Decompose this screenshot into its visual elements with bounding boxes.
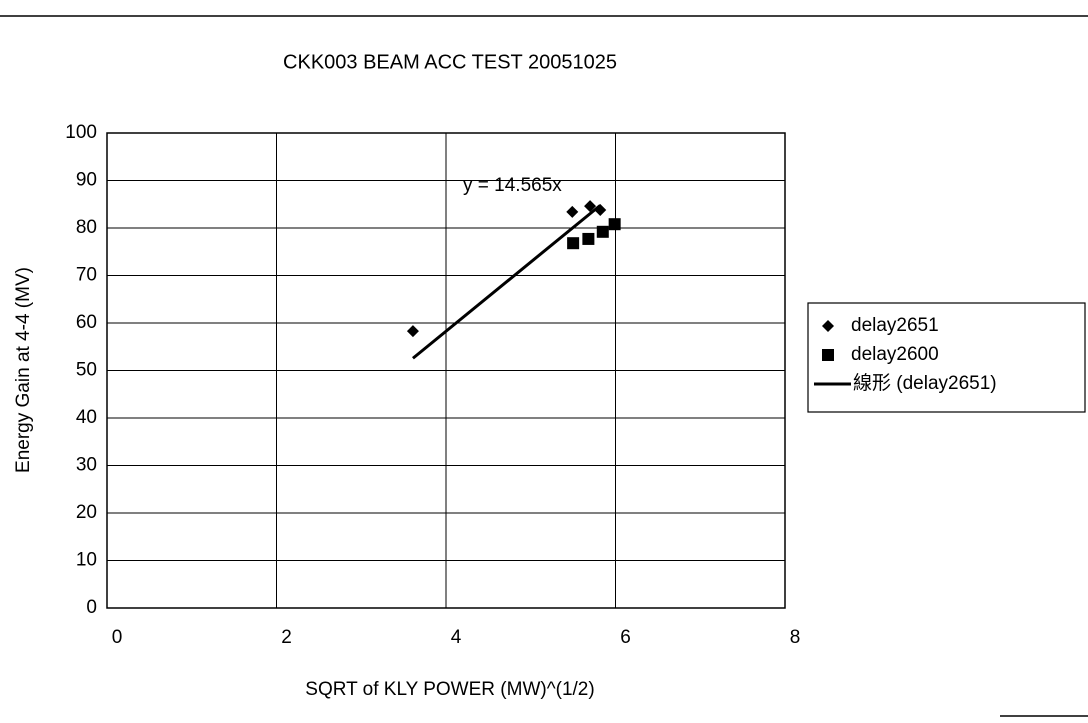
chart-title: CKK003 BEAM ACC TEST 20051025 — [283, 51, 617, 73]
x-tick-label: 4 — [451, 627, 462, 648]
y-tick-label: 90 — [76, 170, 97, 191]
trendline — [411, 204, 602, 360]
point — [582, 232, 595, 245]
point — [596, 225, 609, 238]
point — [584, 200, 597, 213]
y-tick-label: 30 — [76, 455, 97, 476]
legend-marker — [822, 349, 834, 361]
legend-box — [807, 302, 1086, 413]
plot-frame — [106, 132, 786, 609]
legend-label: 線形 (delay2651) — [853, 372, 997, 394]
y-tick-label: 0 — [86, 597, 97, 618]
point — [608, 218, 621, 231]
x-tick-label: 0 — [112, 627, 123, 648]
legend-label: delay2651 — [851, 315, 939, 336]
y-tick-label: 60 — [76, 312, 97, 333]
y-axis-label: Energy Gain at 4-4 (MV) — [13, 267, 34, 473]
y-tick-label: 100 — [65, 122, 97, 143]
y-tick-label: 50 — [76, 360, 97, 381]
point — [594, 203, 607, 216]
x-tick-label: 6 — [620, 627, 631, 648]
x-axis-label: SQRT of KLY POWER (MW)^(1/2) — [305, 679, 594, 700]
legend-label: delay2600 — [851, 344, 939, 365]
y-tick-label: 40 — [76, 407, 97, 428]
x-tick-label: 8 — [790, 627, 801, 648]
y-tick-label: 70 — [76, 265, 97, 286]
x-tick-label: 2 — [281, 627, 292, 648]
y-tick-label: 20 — [76, 502, 97, 523]
point — [406, 325, 419, 338]
point — [566, 205, 579, 218]
y-tick-label: 10 — [76, 550, 97, 571]
y-tick-label: 80 — [76, 217, 97, 238]
trendline-label: y = 14.565x — [463, 175, 562, 196]
point — [567, 237, 580, 250]
legend-marker — [822, 320, 834, 332]
